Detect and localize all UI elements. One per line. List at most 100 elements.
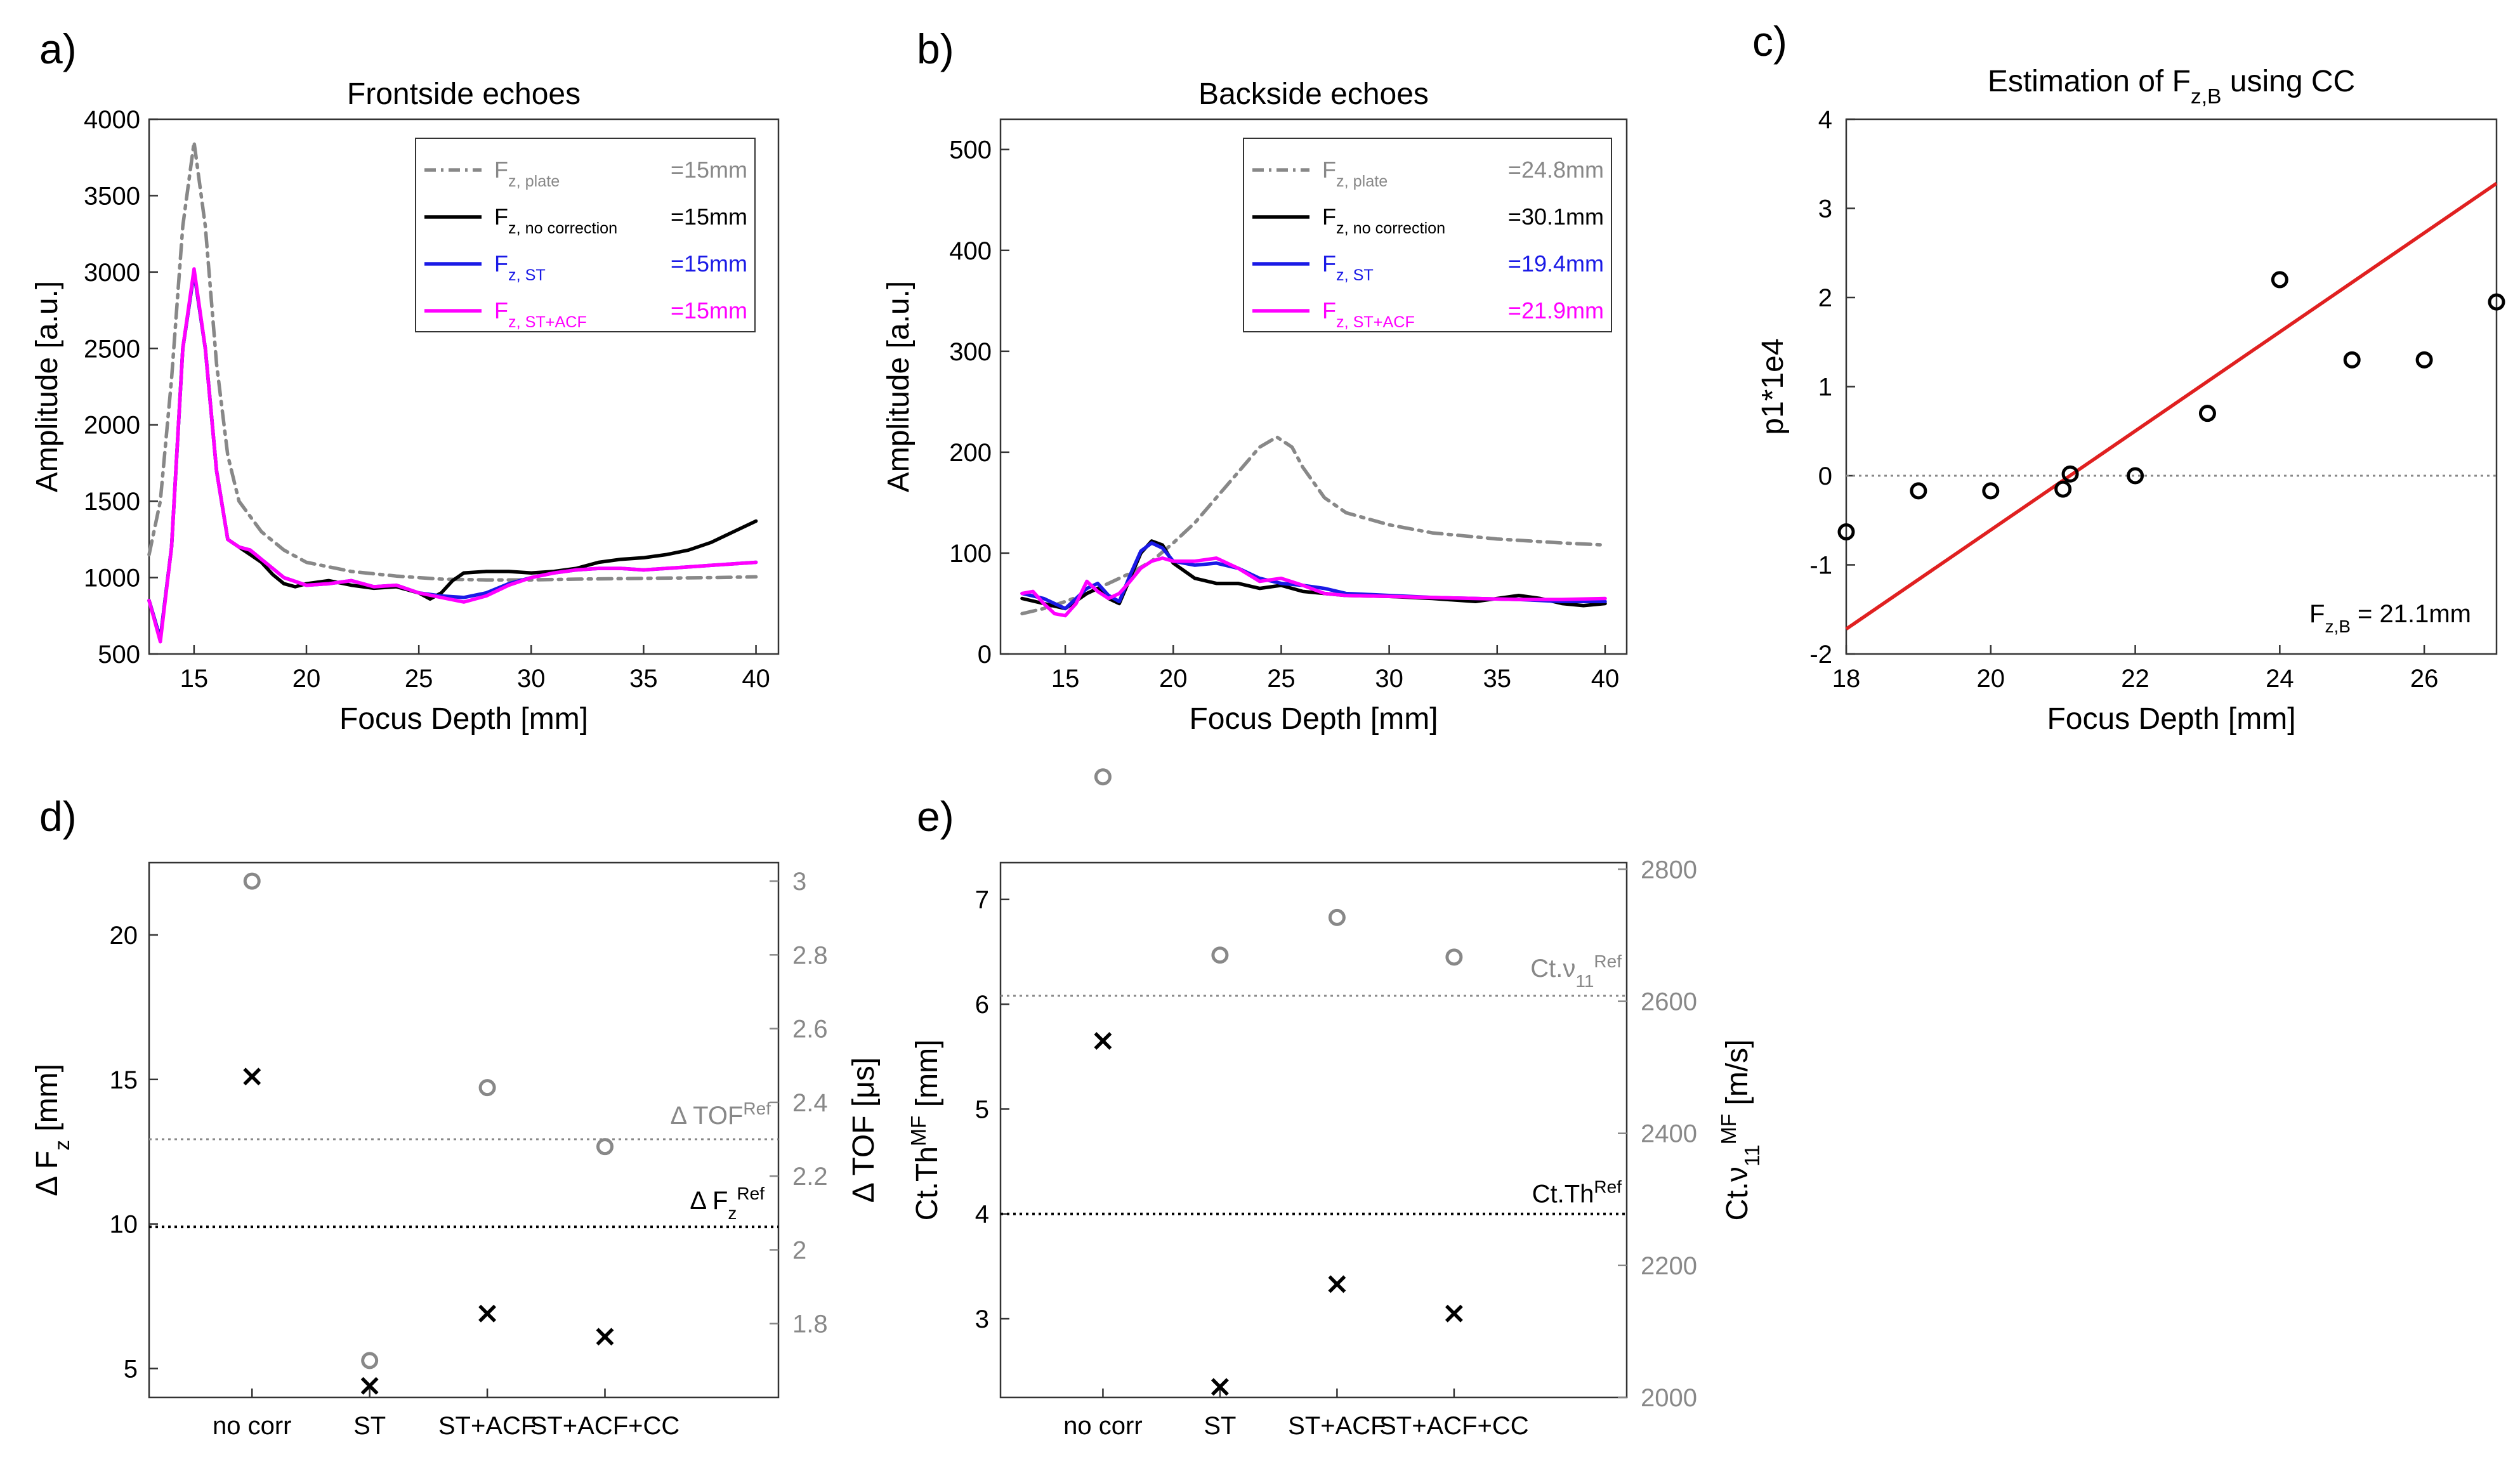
y-tick-label-right: 2600 [1641,988,1697,1016]
legend-label-2-part-1: z, ST [1336,266,1374,284]
y-tick-label-right: 2.8 [792,941,828,969]
x-tick-label: 25 [1267,665,1296,693]
marker-0-2 [1328,1275,1346,1293]
y-tick-label: 2500 [84,335,140,363]
legend-label-1-part-1: z, no correction [1336,219,1445,237]
panel-a: a) 15 20 25 30 35 40 500 1000 1500 2000 2500 3000 350… [30,25,780,736]
series-line-0 [147,140,758,582]
legend-label-1: Fz, no correction [1322,204,1445,237]
y-axis-label-right: Δ TOF [μs] [847,1057,881,1203]
y-axis-label: Amplitude [a.u.] [882,281,915,493]
y-axis-label-right-part-1: 11 [1741,1144,1764,1167]
y-axis-label-left-part-1: MF [907,1116,931,1146]
legend-value-2: =19.4mm [1508,251,1604,277]
marker-1-2 [478,1079,496,1097]
y-tick-label-right: 2.6 [792,1016,828,1043]
legend-label-2-part-0: F [494,251,508,277]
ref-label-1-part-0: Ct.ν [1530,955,1575,983]
chart-title: Frontside echoes [347,77,581,111]
x-tick-label: 35 [629,665,658,693]
legend-label-0: Fz, plate [1322,157,1388,190]
data-point [1910,482,1927,500]
marker-1-2 [1328,908,1346,926]
legend-label-0-part-1: z, plate [1336,173,1388,190]
fz-annotation-part-2: = 21.1mm [2351,600,2471,628]
panel-label-d: d) [39,793,77,840]
legend-value-0: =15mm [671,157,747,183]
y-tick-label: 2 [1818,284,1832,312]
y-tick-label: -1 [1809,552,1832,580]
category-label: ST+ACF [1288,1412,1386,1440]
ref-label-1-part-2: Ref [1594,951,1622,971]
y-tick-label-left: 4 [975,1201,989,1229]
x-tick-label: 24 [2266,665,2294,693]
y-tick-label: 100 [949,540,992,568]
x-tick-label: 40 [742,665,770,693]
legend-label-2-part-1: z, ST [508,266,546,284]
y-tick-label-left: 5 [124,1355,138,1383]
y-tick-label: 1 [1818,374,1832,402]
y-axis-label-left: Ct.ThMF [mm] [907,1040,945,1221]
marker-1-1 [1211,946,1229,964]
y-tick-label-left: 5 [975,1095,989,1123]
data-point [2127,467,2144,485]
y-tick-label: 500 [949,136,992,164]
marker-0-1 [1211,1378,1229,1396]
x-tick-label: 35 [1483,665,1512,693]
y-tick-label: -2 [1809,641,1832,669]
y-tick-label-left: 20 [110,922,138,950]
ref-label-0-part-2: Ref [737,1184,765,1203]
y-axis-label: p1*1e4 [1756,338,1790,435]
legend-value-0: =24.8mm [1508,157,1604,183]
marker-0-0 [1094,1032,1112,1050]
ref-label-0: Δ FzRef [690,1184,765,1223]
category-label: ST [1204,1412,1236,1440]
x-axis-label: Focus Depth [mm] [339,702,588,736]
y-tick-label-right: 1.8 [792,1310,828,1338]
y-tick-label: 4 [1818,106,1832,134]
ref-label-0-part-2: Ref [1594,1177,1622,1196]
x-tick-label: 30 [517,665,546,693]
y-axis-label-left-part-2: [mm] [30,1064,64,1140]
chart-title: Backside echoes [1198,77,1429,111]
marker-0-2 [478,1304,497,1323]
data-point [1982,482,2000,500]
chart-title-part-0: Estimation of F [1988,65,2191,98]
x-tick-label: 26 [2410,665,2439,693]
marker-0-3 [596,1328,614,1346]
chart-title-part-2: using CC [2221,65,2355,98]
x-axis-label: Focus Depth [mm] [2047,702,2295,736]
x-tick-label: 20 [1977,665,2005,693]
y-axis-label-right-part-3: [m/s] [1721,1039,1754,1113]
legend-label-3-part-1: z, ST+ACF [1336,313,1415,331]
legend-value-1: =15mm [671,204,747,230]
legend-box [415,138,756,332]
y-axis-label-left-part-2: [mm] [910,1040,944,1116]
ref-label-1-part-0: Δ TOF [671,1102,744,1130]
x-tick-label: 20 [1159,665,1188,693]
x-tick-label: 40 [1591,665,1620,693]
legend-label-2: Fz, ST [1322,251,1374,284]
y-tick-label: 4000 [84,106,140,134]
y-tick-label: 0 [1818,462,1832,490]
y-axis-label-left-part-0: Δ F [30,1151,64,1196]
category-label: ST+ACF+CC [530,1412,680,1440]
legend-label-3-part-0: F [494,297,508,324]
y-tick-label: 200 [949,439,992,467]
data-point [2271,271,2288,289]
legend-label-3: Fz, ST+ACF [494,297,587,331]
data-point [2198,405,2216,422]
marker-1-0 [243,872,261,890]
series-line-3 [1020,556,1607,618]
fit-line [1845,181,2498,631]
category-label: ST [353,1412,386,1440]
y-tick-label: 500 [98,641,140,669]
y-tick-label-left: 15 [110,1066,138,1094]
ref-label-0: Ct.ThRef [1532,1177,1622,1208]
plot-area [1845,118,2498,655]
data-point [2054,480,2072,498]
y-axis-label-right-part-2: MF [1717,1114,1741,1144]
legend-value-1: =30.1mm [1508,204,1604,230]
panel-c: c) 18 20 22 24 26 -2 -1 0 1 2 3 4 Estimation of Fz,B … [1752,18,2505,736]
legend-value-3: =15mm [671,297,747,324]
